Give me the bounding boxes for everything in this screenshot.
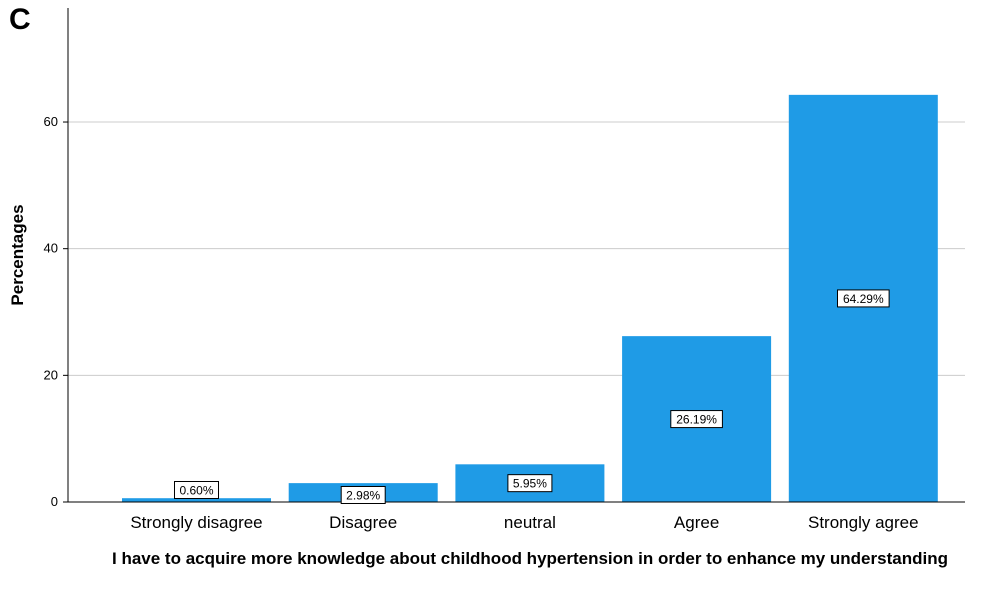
bars xyxy=(122,94,938,502)
data-label-box xyxy=(174,481,219,499)
bar xyxy=(122,498,271,502)
data-label-box xyxy=(340,486,386,504)
data-label: 2.98% xyxy=(346,489,380,503)
x-tick-label: Agree xyxy=(674,513,719,532)
data-label: 64.29% xyxy=(843,292,884,306)
data-label-box xyxy=(837,289,890,308)
axes: 0 20 40 60 Strongly disagree Disagree neutral A… xyxy=(44,8,965,532)
y-tick-label: 0 xyxy=(51,494,58,509)
x-tick-label: Strongly disagree xyxy=(130,513,262,532)
data-label: 5.95% xyxy=(513,477,547,491)
data-label: 0.60% xyxy=(179,484,213,498)
x-axis-label: I have to acquire more knowledge about c… xyxy=(112,549,948,568)
y-tick-label: 40 xyxy=(44,241,58,256)
x-tick-label: Strongly agree xyxy=(808,513,919,532)
data-labels: 0.60% 2.98% 5.95% 26.19% 64.29% xyxy=(174,289,890,504)
y-tick-label: 60 xyxy=(44,114,58,129)
y-tick-label: 20 xyxy=(44,367,58,382)
data-label-box xyxy=(507,474,553,493)
x-tick-label: Disagree xyxy=(329,513,397,532)
data-label: 26.19% xyxy=(676,413,717,427)
data-label-box xyxy=(670,410,723,429)
panel-label: C xyxy=(9,3,31,36)
x-tick-label: neutral xyxy=(504,513,556,532)
